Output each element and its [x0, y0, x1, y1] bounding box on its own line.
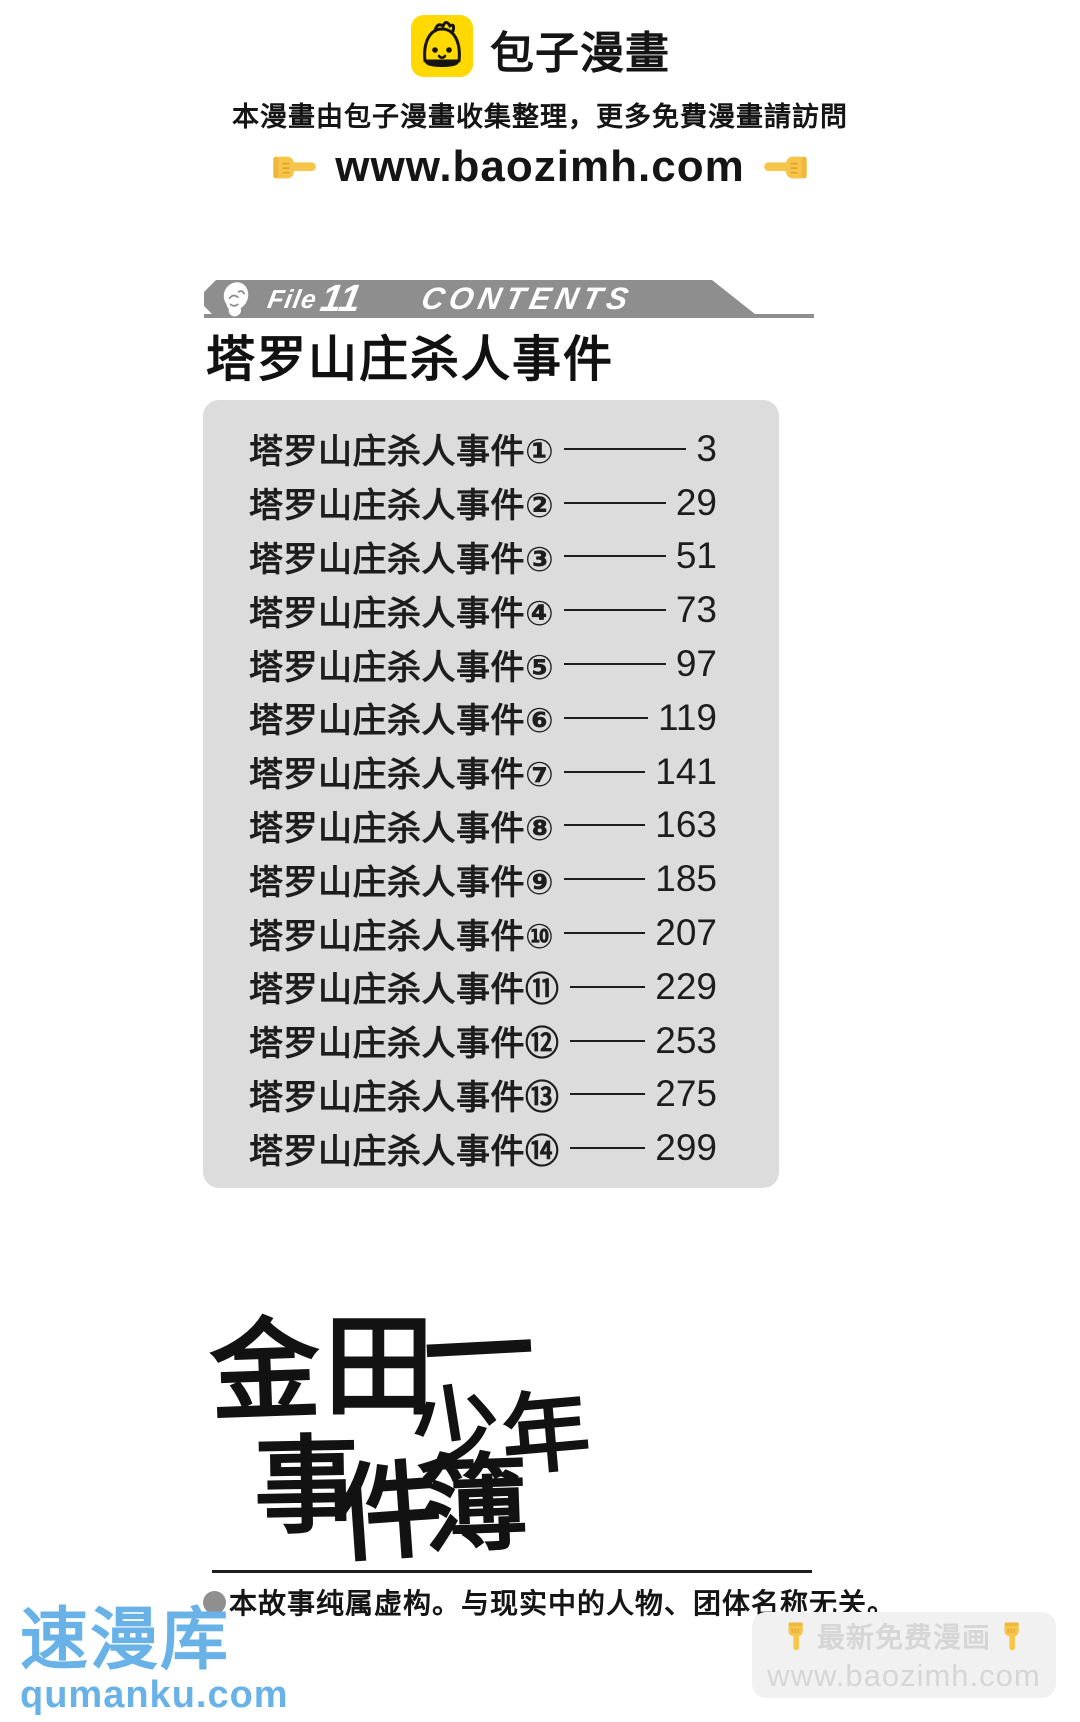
toc-row: 塔罗山庄杀人事件⑦ 141	[249, 745, 717, 799]
contents-label: CONTENTS	[418, 281, 637, 316]
toc-leader-line	[569, 1147, 646, 1150]
toc-item-label: 塔罗山庄杀人事件⑨	[249, 863, 555, 902]
header-subtitle: 本漫畫由包子漫畫收集整理，更多免費漫畫請訪問	[232, 102, 848, 132]
logo-char: 田	[324, 1307, 434, 1429]
toc-row: 塔罗山庄杀人事件② 29	[249, 476, 717, 530]
toc-leader-line	[564, 932, 646, 935]
qumanku-watermark: 速漫库 qumanku.com	[20, 1606, 289, 1714]
toc-row: 塔罗山庄杀人事件③ 51	[249, 530, 717, 584]
toc-item-label: 塔罗山庄杀人事件⑤	[249, 648, 555, 687]
toc-row: 塔罗山庄杀人事件⑧ 163	[249, 799, 717, 853]
point-down-icon	[781, 1622, 811, 1651]
toc-item-page: 51	[675, 535, 717, 577]
toc-item-label: 塔罗山庄杀人事件⑦	[249, 756, 555, 795]
toc-item-label: 塔罗山庄杀人事件③	[249, 540, 555, 579]
toc-item-label: 塔罗山庄杀人事件⑪	[249, 971, 560, 1010]
watermark-name: 速漫库	[20, 1602, 231, 1678]
toc-item-page: 29	[675, 481, 717, 523]
bullet-icon	[203, 1590, 226, 1614]
logo-char: 金	[207, 1309, 323, 1435]
toc-row: 塔罗山庄杀人事件⑨ 185	[249, 852, 717, 906]
toc-item-label: 塔罗山庄杀人事件⑭	[249, 1132, 560, 1171]
point-right-icon	[271, 152, 317, 182]
toc-row: 塔罗山庄杀人事件① 3	[249, 422, 717, 476]
header-url-row: www.baozimh.com	[0, 142, 1080, 192]
toc-row: 塔罗山庄杀人事件④ 73	[249, 583, 717, 637]
toc-item-page: 275	[655, 1073, 717, 1115]
promo-text: 最新免费漫画	[816, 1622, 991, 1653]
toc-item-page: 97	[675, 643, 717, 685]
point-down-icon	[997, 1622, 1027, 1651]
toc-leader-line	[564, 824, 646, 827]
toc-row: 塔罗山庄杀人事件⑥ 119	[249, 691, 717, 745]
toc-leader-line	[569, 985, 646, 988]
toc-item-page: 141	[655, 750, 717, 792]
file-label: File	[265, 283, 320, 314]
toc-item-label: 塔罗山庄杀人事件①	[249, 433, 555, 472]
table-of-contents: 塔罗山庄杀人事件① 3 塔罗山庄杀人事件② 29 塔罗山庄杀人事件③ 51 塔罗…	[203, 400, 779, 1188]
toc-item-label: 塔罗山庄杀人事件⑩	[249, 917, 555, 956]
promo-site-url: www.baozimh.com	[767, 1658, 1041, 1693]
file-number: 11	[317, 278, 364, 320]
toc-row: 塔罗山庄杀人事件⑭ 299	[249, 1121, 717, 1175]
kindaichi-head-icon	[218, 280, 254, 318]
toc-leader-line	[564, 501, 666, 504]
point-left-icon	[763, 152, 809, 182]
disclaimer-divider	[212, 1570, 812, 1573]
toc-item-page: 299	[655, 1127, 717, 1169]
brand-name: 包子漫畫	[490, 28, 670, 78]
toc-item-label: 塔罗山庄杀人事件⑥	[249, 702, 555, 741]
toc-row: 塔罗山庄杀人事件⑫ 253	[249, 1014, 717, 1068]
series-logo: 金 田 一 少 年 事 件 簿	[190, 1290, 630, 1580]
toc-item-label: 塔罗山庄杀人事件⑬	[249, 1078, 560, 1117]
toc-row: 塔罗山庄杀人事件⑩ 207	[249, 906, 717, 960]
toc-leader-line	[569, 1039, 646, 1042]
toc-row: 塔罗山庄杀人事件⑤ 97	[249, 637, 717, 691]
site-header: 包子漫畫 本漫畫由包子漫畫收集整理，更多免費漫畫請訪問 www.baozimh.…	[0, 14, 1080, 192]
promo-box: 最新免费漫画 www.baozimh.com	[752, 1612, 1056, 1698]
toc-row: 塔罗山庄杀人事件⑪ 229	[249, 960, 717, 1014]
promo-line: 最新免费漫画	[781, 1616, 1027, 1656]
toc-row: 塔罗山庄杀人事件⑬ 275	[249, 1068, 717, 1122]
toc-item-page: 3	[696, 427, 717, 469]
chapter-title: 塔罗山庄杀人事件	[206, 333, 615, 387]
toc-leader-line	[564, 609, 666, 612]
toc-item-page: 185	[655, 858, 717, 900]
toc-item-page: 119	[658, 696, 717, 738]
toc-leader-line	[564, 555, 666, 558]
toc-leader-line	[569, 1093, 646, 1096]
toc-item-label: 塔罗山庄杀人事件②	[249, 487, 555, 526]
brand-row: 包子漫畫	[0, 14, 1080, 83]
toc-item-label: 塔罗山庄杀人事件⑧	[249, 809, 555, 848]
toc-leader-line	[564, 447, 687, 450]
file-contents-banner: File 11 CONTENTS	[204, 280, 760, 318]
toc-leader-line	[564, 770, 646, 773]
toc-item-page: 73	[675, 589, 717, 631]
header-site-url: www.baozimh.com	[335, 142, 745, 191]
toc-item-page: 229	[655, 965, 717, 1007]
baozi-bun-logo-icon	[410, 14, 474, 83]
toc-leader-line	[564, 716, 648, 719]
toc-item-label: 塔罗山庄杀人事件⑫	[249, 1025, 560, 1064]
logo-char: 簿	[419, 1445, 530, 1566]
toc-item-label: 塔罗山庄杀人事件④	[249, 594, 555, 633]
toc-leader-line	[564, 663, 666, 666]
toc-item-page: 253	[655, 1019, 717, 1061]
toc-leader-line	[564, 878, 646, 881]
toc-item-page: 207	[655, 912, 717, 954]
toc-item-page: 163	[655, 804, 717, 846]
watermark-domain: qumanku.com	[20, 1674, 289, 1716]
